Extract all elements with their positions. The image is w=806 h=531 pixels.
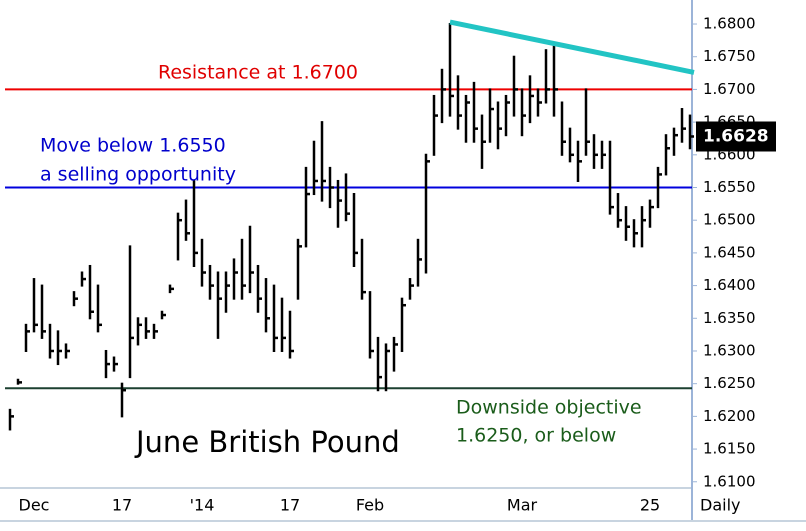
y-tick-label: 1.6550: [703, 178, 756, 196]
y-tick-label: 1.6450: [703, 243, 756, 261]
x-tick-label: 17: [280, 496, 300, 515]
annotation: Move below 1.6550: [40, 135, 226, 157]
y-tick-label: 1.6350: [703, 309, 756, 327]
x-tick-label: '14: [190, 496, 215, 515]
y-tick-label: 1.6250: [703, 374, 756, 392]
y-tick-label: 1.6100: [703, 472, 756, 490]
x-tick-label: Dec: [19, 496, 50, 515]
y-tick-label: 1.6750: [703, 47, 756, 65]
y-tick-label: 1.6300: [703, 341, 756, 359]
x-tick-label: Mar: [507, 496, 538, 515]
x-tick-label: Feb: [356, 496, 384, 515]
y-tick-label: 1.6150: [703, 440, 756, 458]
x-tick-label: 17: [112, 496, 132, 515]
annotation: Downside objective: [456, 397, 642, 419]
chart-title: June British Pound: [134, 425, 400, 459]
annotation: a selling opportunity: [40, 164, 236, 186]
last-price-box: [696, 121, 776, 152]
annotation: Resistance at 1.6700: [158, 62, 358, 84]
x-tick-label: 25: [640, 496, 660, 515]
annotation: 1.6250, or below: [456, 425, 616, 447]
y-tick-label: 1.6400: [703, 276, 756, 294]
y-tick-label: 1.6500: [703, 211, 756, 229]
y-tick-label: 1.6800: [703, 15, 756, 33]
last-price-label: 1.6628: [703, 126, 769, 146]
trend-line: [449, 19, 695, 75]
y-tick-label: 1.6200: [703, 407, 756, 425]
y-tick-label: 1.6700: [703, 80, 756, 98]
x-unit-label: Daily: [700, 496, 740, 515]
